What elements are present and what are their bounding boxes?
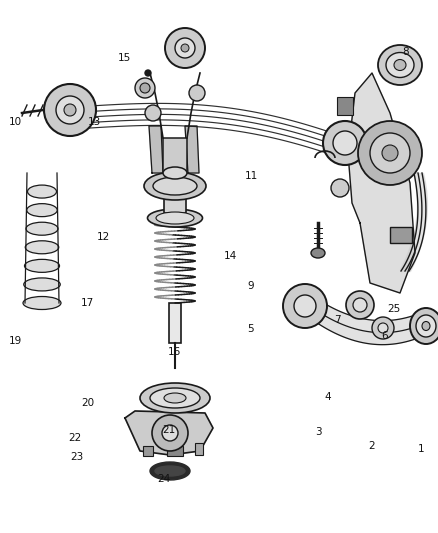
Circle shape <box>175 38 195 58</box>
Text: 15: 15 <box>118 53 131 62</box>
Circle shape <box>346 291 374 319</box>
Ellipse shape <box>24 278 60 291</box>
Text: 17: 17 <box>81 298 94 308</box>
Polygon shape <box>310 294 418 345</box>
Bar <box>163 138 187 173</box>
Text: 25: 25 <box>388 304 401 314</box>
Text: 1: 1 <box>417 445 424 454</box>
Text: 24: 24 <box>157 474 170 484</box>
Text: 21: 21 <box>162 425 175 435</box>
Ellipse shape <box>150 388 200 408</box>
Text: 19: 19 <box>9 336 22 346</box>
Circle shape <box>145 70 151 76</box>
Text: 6: 6 <box>381 332 388 341</box>
Ellipse shape <box>422 321 430 330</box>
Ellipse shape <box>153 177 197 195</box>
Bar <box>167 446 183 456</box>
Ellipse shape <box>163 167 187 179</box>
Text: 4: 4 <box>324 392 331 402</box>
Circle shape <box>56 96 84 124</box>
Circle shape <box>358 121 422 185</box>
Text: 16: 16 <box>167 347 180 357</box>
Text: 2: 2 <box>368 441 374 450</box>
Text: 10: 10 <box>9 117 22 127</box>
Ellipse shape <box>140 383 210 413</box>
Bar <box>337 97 353 115</box>
Text: 9: 9 <box>247 281 254 290</box>
Circle shape <box>372 317 394 339</box>
Circle shape <box>189 85 205 101</box>
Circle shape <box>283 284 327 328</box>
Ellipse shape <box>150 462 190 480</box>
Ellipse shape <box>27 204 57 216</box>
Circle shape <box>323 121 367 165</box>
FancyBboxPatch shape <box>169 303 181 343</box>
Text: 11: 11 <box>245 171 258 181</box>
Bar <box>390 227 412 243</box>
Text: 12: 12 <box>96 232 110 242</box>
Circle shape <box>152 415 188 451</box>
Circle shape <box>331 179 349 197</box>
Circle shape <box>162 425 178 441</box>
Ellipse shape <box>144 172 206 200</box>
Ellipse shape <box>311 248 325 258</box>
Bar <box>143 446 153 456</box>
Circle shape <box>140 83 150 93</box>
Text: 3: 3 <box>315 427 322 437</box>
Circle shape <box>370 133 410 173</box>
Text: 5: 5 <box>247 325 254 334</box>
Ellipse shape <box>156 212 194 224</box>
Ellipse shape <box>23 296 61 310</box>
Circle shape <box>353 298 367 312</box>
Circle shape <box>333 131 357 155</box>
Circle shape <box>135 78 155 98</box>
Polygon shape <box>149 126 163 173</box>
Ellipse shape <box>148 209 202 227</box>
Circle shape <box>165 28 205 68</box>
Text: 14: 14 <box>223 251 237 261</box>
Circle shape <box>378 323 388 333</box>
Text: 20: 20 <box>81 398 94 408</box>
Ellipse shape <box>410 308 438 344</box>
Circle shape <box>181 44 189 52</box>
Circle shape <box>294 295 316 317</box>
Ellipse shape <box>25 241 59 254</box>
Text: 22: 22 <box>68 433 81 442</box>
Polygon shape <box>185 126 199 173</box>
Ellipse shape <box>26 222 58 235</box>
Polygon shape <box>348 73 415 293</box>
Ellipse shape <box>386 52 414 77</box>
Ellipse shape <box>25 260 60 272</box>
Circle shape <box>145 105 161 121</box>
FancyBboxPatch shape <box>164 177 186 213</box>
Text: 7: 7 <box>334 315 340 325</box>
Text: 13: 13 <box>88 117 101 126</box>
Ellipse shape <box>155 466 185 476</box>
Ellipse shape <box>164 393 186 403</box>
Bar <box>195 443 203 455</box>
Ellipse shape <box>378 45 422 85</box>
Circle shape <box>64 104 76 116</box>
Ellipse shape <box>416 315 436 337</box>
Text: 8: 8 <box>402 47 409 56</box>
Circle shape <box>44 84 96 136</box>
Circle shape <box>382 145 398 161</box>
Polygon shape <box>125 411 213 455</box>
Text: 23: 23 <box>70 453 83 462</box>
Ellipse shape <box>394 60 406 70</box>
Ellipse shape <box>28 185 57 198</box>
